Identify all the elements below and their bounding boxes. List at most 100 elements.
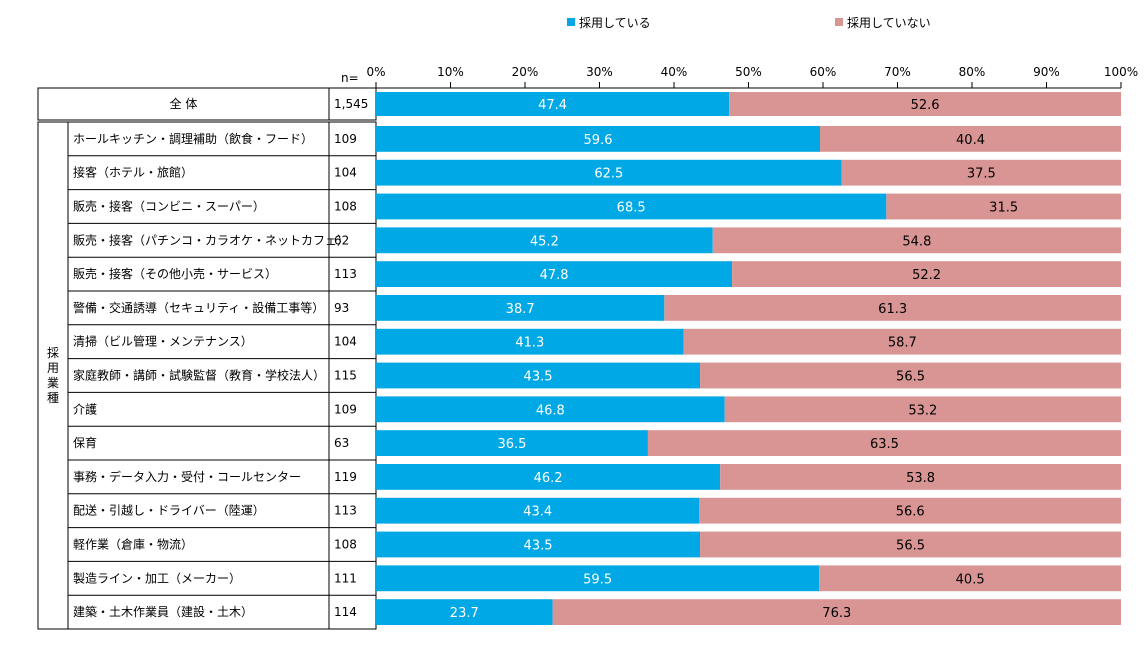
data-label-not-adopted-0: 52.6 — [911, 98, 940, 113]
bar-adopted-6 — [376, 295, 665, 321]
n-value-13: 108 — [334, 538, 357, 552]
bar-adopted-14 — [376, 565, 820, 592]
data-label-adopted-14: 59.5 — [583, 572, 612, 587]
group-label: 採用業種 — [47, 346, 59, 405]
category-label-2: 接客（ホテル・旅館） — [73, 165, 193, 180]
data-label-not-adopted-6: 61.3 — [878, 302, 907, 317]
legend-label-1: 採用している — [579, 16, 651, 30]
category-label-11: 事務・データ入力・受付・コールセンター — [73, 469, 301, 484]
bar-adopted-11 — [376, 464, 721, 490]
data-label-adopted-5: 47.8 — [540, 268, 569, 283]
bar-not-adopted-0 — [729, 92, 1121, 116]
data-label-not-adopted-1: 40.4 — [956, 133, 985, 148]
bar-adopted-4 — [376, 227, 713, 254]
x-tick-label-3: 30% — [586, 65, 613, 79]
category-label-6: 警備・交通誘導（セキュリティ・設備工事等） — [73, 300, 324, 315]
data-label-not-adopted-2: 37.5 — [967, 167, 996, 182]
x-tick-label-4: 40% — [661, 65, 688, 79]
category-label-1: ホールキッチン・調理補助（飲食・フード） — [73, 131, 313, 146]
category-label-3: 販売・接客（コンビニ・スーパー） — [73, 199, 265, 214]
bar-adopted-0 — [376, 92, 730, 116]
category-label-7: 清掃（ビル管理・メンテナンス） — [73, 334, 253, 349]
n-value-12: 113 — [334, 504, 357, 518]
bar-adopted-2 — [376, 159, 842, 186]
n-value-10: 63 — [334, 436, 349, 450]
x-tick-label-9: 90% — [1033, 65, 1060, 79]
bar-not-adopted-12 — [699, 497, 1121, 524]
bar-not-adopted-3 — [886, 193, 1121, 220]
legend-swatch-1 — [567, 18, 575, 26]
category-label-9: 介護 — [73, 401, 97, 416]
data-label-not-adopted-8: 56.5 — [896, 370, 925, 385]
data-label-not-adopted-12: 56.6 — [896, 505, 925, 520]
data-label-not-adopted-3: 31.5 — [989, 201, 1018, 216]
legend-label-2: 採用していない — [847, 16, 931, 30]
data-label-not-adopted-15: 76.3 — [822, 606, 851, 621]
bar-adopted-10 — [376, 430, 648, 456]
data-label-adopted-3: 68.5 — [617, 201, 646, 216]
category-label-10: 保育 — [73, 435, 97, 450]
n-value-0: 1,545 — [334, 97, 368, 111]
n-value-6: 93 — [334, 301, 349, 315]
legend: 採用している 採用していない — [567, 16, 931, 30]
n-value-1: 109 — [334, 132, 357, 146]
data-label-adopted-12: 43.4 — [523, 505, 552, 520]
category-label-12: 配送・引越し・ドライバー（陸運） — [73, 503, 265, 518]
x-tick-label-10: 100% — [1104, 65, 1138, 79]
bar-adopted-3 — [376, 193, 887, 220]
total-row-border — [37, 87, 377, 121]
data-label-not-adopted-11: 53.8 — [906, 471, 935, 486]
n-value-5: 113 — [334, 267, 357, 281]
data-label-not-adopted-5: 52.2 — [912, 268, 941, 283]
bar-adopted-1 — [376, 126, 821, 152]
category-label-0: 全 体 — [170, 96, 198, 111]
bar-not-adopted-13 — [700, 531, 1121, 558]
data-label-adopted-1: 59.6 — [584, 133, 613, 148]
data-label-adopted-13: 43.5 — [524, 539, 553, 554]
n-value-4: 62 — [334, 233, 349, 247]
bar-not-adopted-7 — [683, 328, 1121, 355]
x-tick-label-7: 70% — [884, 65, 911, 79]
bar-not-adopted-1 — [820, 126, 1121, 152]
category-label-13: 軽作業（倉庫・物流） — [73, 537, 193, 552]
bar-adopted-5 — [376, 261, 733, 287]
bar-adopted-13 — [376, 531, 701, 558]
n-header: n= — [341, 71, 359, 85]
bar-adopted-8 — [376, 362, 701, 389]
n-value-15: 114 — [334, 605, 357, 619]
n-value-11: 119 — [334, 470, 357, 484]
bar-not-adopted-14 — [819, 565, 1121, 592]
x-tick-label-8: 80% — [959, 65, 986, 79]
category-label-5: 販売・接客（その他小売・サービス） — [73, 266, 277, 281]
data-label-not-adopted-13: 56.5 — [896, 539, 925, 554]
bar-not-adopted-2 — [841, 159, 1121, 186]
data-label-adopted-6: 38.7 — [506, 302, 535, 317]
bar-not-adopted-10 — [647, 430, 1121, 456]
data-label-not-adopted-7: 58.7 — [888, 336, 917, 351]
data-label-not-adopted-9: 53.2 — [908, 403, 937, 418]
n-value-3: 108 — [334, 200, 357, 214]
bar-adopted-7 — [376, 328, 684, 355]
x-tick-label-1: 10% — [437, 65, 464, 79]
bar-not-adopted-6 — [664, 295, 1121, 321]
bar-adopted-12 — [376, 497, 700, 524]
category-label-14: 製造ライン・加工（メーカー） — [73, 571, 241, 585]
bar-adopted-9 — [376, 396, 725, 423]
legend-swatch-2 — [835, 18, 843, 26]
bars: 47.4 52.6 59.6 40.4 62.5 37.5 68.5 31.5 45.2 54.8… — [376, 92, 1121, 625]
category-table: n= 採用業種 全 体 1,545 ホールキッチン・調理補助（飲食・フード） 109 接客（… — [37, 71, 377, 630]
bar-adopted-15 — [376, 599, 553, 625]
bar-not-adopted-5 — [732, 261, 1121, 287]
n-value-14: 111 — [334, 571, 357, 585]
data-label-adopted-8: 43.5 — [524, 370, 553, 385]
data-label-not-adopted-14: 40.5 — [956, 572, 985, 587]
data-label-adopted-0: 47.4 — [538, 98, 567, 113]
bar-not-adopted-4 — [712, 227, 1121, 254]
bar-not-adopted-8 — [700, 362, 1121, 389]
x-axis: 0% 10% 20% 30% 40% 50% 60% 70% 80% 90% 100% — [366, 65, 1138, 89]
data-label-adopted-9: 46.8 — [536, 403, 565, 418]
data-label-adopted-10: 36.5 — [497, 437, 526, 452]
n-value-7: 104 — [334, 335, 357, 349]
data-label-not-adopted-4: 54.8 — [902, 234, 931, 249]
data-label-adopted-15: 23.7 — [450, 606, 479, 621]
